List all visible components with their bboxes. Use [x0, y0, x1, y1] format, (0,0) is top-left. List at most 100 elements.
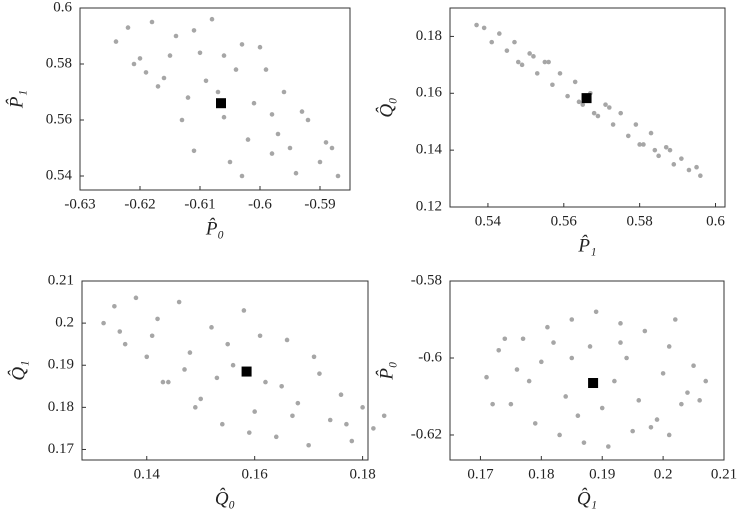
scatter-point: [697, 398, 702, 403]
x-tick-label: 0.18: [349, 466, 375, 482]
scatter-point: [531, 54, 536, 59]
scatter-point: [685, 390, 690, 395]
scatter-point: [209, 16, 215, 22]
scatter-point: [698, 173, 703, 179]
x-tick-label: 0.19: [589, 466, 615, 482]
scatter-point: [214, 375, 220, 381]
y-axis-label: Q̂₀: [376, 97, 397, 117]
scatter-point: [663, 145, 669, 150]
scatter-point: [137, 56, 143, 61]
x-axis-label: P̂₀: [205, 218, 224, 239]
scatter-point: [161, 75, 167, 81]
scatter-point: [239, 42, 245, 47]
scatter-point: [672, 317, 678, 322]
y-tick-label: 0.19: [48, 357, 74, 373]
x-tick-label: -0.6: [248, 196, 272, 212]
scatter-point: [636, 398, 642, 403]
scatter-point: [215, 89, 221, 95]
x-tick-label: 0.58: [627, 213, 653, 229]
scatter-point: [599, 405, 605, 411]
scatter-point: [323, 140, 329, 145]
x-tick-label: 0.21: [711, 466, 737, 482]
x-tick-label: 0.17: [467, 466, 494, 482]
scatter-point: [239, 173, 245, 179]
scatter-point: [497, 31, 502, 36]
scatter-point: [327, 417, 333, 423]
x-tick-label: 0.54: [475, 213, 502, 229]
scatter-point: [618, 321, 623, 326]
scatter-point: [519, 62, 525, 68]
scatter-point: [624, 355, 629, 361]
scatter-point: [133, 295, 139, 301]
scatter-point: [496, 347, 502, 353]
marker-square: [588, 378, 599, 389]
axes-box: [449, 7, 726, 208]
scatter-point: [252, 409, 257, 414]
scatter-point: [502, 336, 508, 342]
y-tick-label: -0.58: [411, 272, 442, 288]
scatter-point: [569, 355, 575, 361]
scatter-point: [654, 417, 660, 422]
scatter-point: [607, 105, 612, 110]
scatter-point: [245, 137, 251, 142]
scatter-point: [481, 25, 487, 31]
scatter-point: [311, 354, 317, 360]
scatter-point: [694, 164, 699, 170]
scatter-point: [173, 33, 179, 39]
scatter-point: [197, 50, 203, 56]
scatter-point: [167, 53, 173, 58]
scatter-point: [187, 350, 193, 355]
scatter-point: [671, 162, 677, 167]
scatter-point: [557, 71, 563, 76]
scatter-point: [209, 325, 214, 330]
scatter-point: [381, 413, 387, 419]
scatter-point: [203, 78, 209, 84]
scatter-point: [545, 324, 550, 330]
scatter-point: [176, 299, 182, 305]
x-tick-label: 0.16: [242, 466, 269, 482]
scatter-point: [317, 371, 322, 376]
scatter-point: [179, 117, 185, 123]
scatter-point: [563, 394, 568, 399]
scatter-point: [263, 379, 268, 385]
scatter-point: [572, 79, 578, 85]
scatter-point: [527, 51, 532, 56]
scatter-point: [520, 336, 526, 342]
y-tick-label: -0.62: [411, 426, 442, 442]
scatter-point: [575, 413, 581, 419]
scatter-point: [581, 440, 587, 445]
y-axis-label: P̂₀: [376, 361, 397, 380]
scatter-point: [569, 317, 575, 322]
scatter-point: [514, 367, 520, 372]
scatter-point: [241, 308, 247, 313]
scatter-point: [269, 112, 275, 117]
scatter-point: [591, 110, 597, 116]
scatter-point: [329, 145, 335, 151]
scatter-point: [539, 359, 544, 365]
scatter-point: [117, 329, 123, 334]
axes-box: [79, 7, 351, 191]
y-tick-label: 0.56: [46, 111, 73, 127]
scatter-point: [131, 61, 137, 67]
scatter-point: [660, 371, 666, 376]
y-tick-label: 0.18: [48, 399, 74, 415]
scatter-point: [257, 44, 263, 50]
scatter-point: [551, 340, 556, 345]
scatter-point: [193, 405, 198, 410]
scatter-point: [269, 151, 275, 156]
scatter-point: [648, 130, 654, 136]
scatter-point: [667, 147, 673, 153]
scatter-point: [652, 147, 658, 153]
scatter-point: [191, 28, 197, 33]
scatter-point: [515, 59, 521, 65]
y-tick-label: 0.58: [46, 55, 72, 71]
scatter-point: [281, 89, 287, 95]
scatter-point: [230, 362, 236, 368]
scatter-point: [557, 432, 562, 438]
x-axis-label: P̂₁: [577, 235, 596, 256]
scatter-point: [612, 378, 617, 384]
scatter-point: [101, 320, 106, 326]
scatter-point: [633, 122, 639, 127]
scatter-point: [225, 341, 230, 347]
